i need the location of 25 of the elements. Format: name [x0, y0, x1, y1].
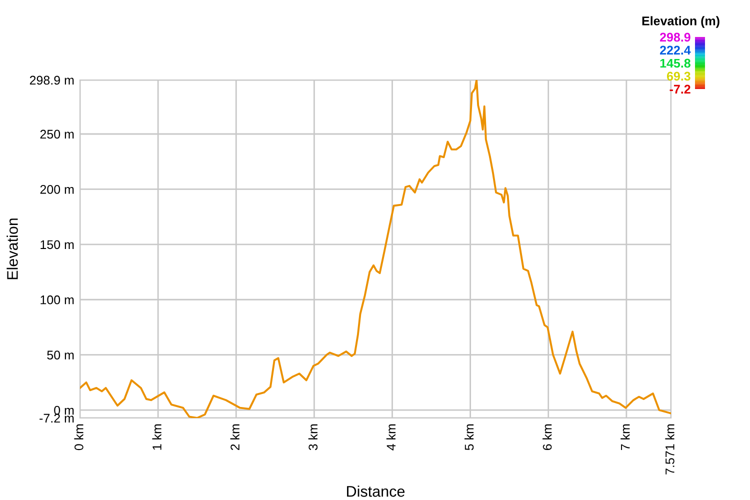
- y-tick-label: 50 m: [47, 350, 74, 360]
- color-bar-label: 145.8: [660, 58, 690, 68]
- y-tick-label: 100 m: [40, 295, 74, 304]
- y-axis-title: Elevation: [6, 218, 18, 280]
- x-tick-label: 5 km: [464, 424, 474, 450]
- x-tick-label: 7 km: [620, 424, 630, 450]
- x-tick-label: 4 km: [386, 424, 396, 450]
- color-bar-title: Elevation (m): [642, 16, 720, 28]
- x-tick-label: 1 km: [152, 424, 162, 450]
- y-tick-label: 200 m: [40, 185, 74, 194]
- y-tick-label: 150 m: [40, 240, 74, 250]
- color-bar-label: 222.4: [660, 46, 691, 55]
- x-tick-label: 3 km: [308, 424, 318, 450]
- x-axis-title: Distance: [347, 486, 405, 497]
- color-bar-label: 69.3: [666, 72, 690, 81]
- color-bar-label: 298.9: [660, 32, 690, 42]
- y-tick-label: 298.9 m: [30, 76, 74, 85]
- x-tick-label: 2 km: [230, 424, 240, 450]
- color-bar-label: -7.2: [670, 84, 690, 94]
- x-tick-label: 0 km: [74, 424, 84, 450]
- x-tick-label: 7.571 km: [665, 424, 674, 474]
- line-series: [80, 80, 671, 418]
- y-tick-label: 250 m: [40, 130, 74, 139]
- y-tick-label: -7.2 m: [40, 414, 74, 423]
- x-tick-label: 6 km: [542, 424, 552, 450]
